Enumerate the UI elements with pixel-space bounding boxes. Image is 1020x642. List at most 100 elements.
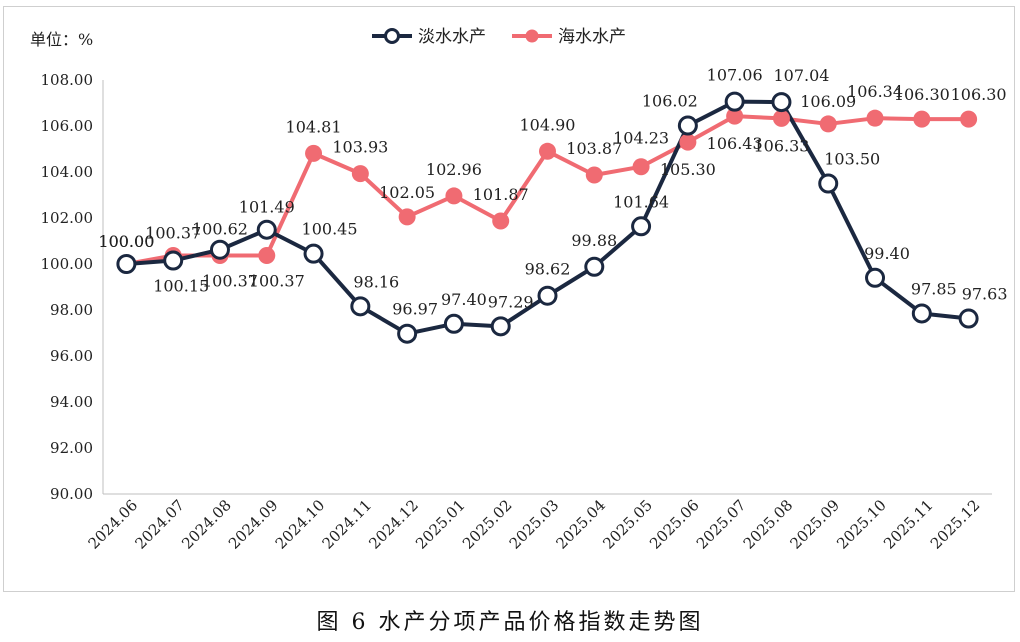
x-tick-label: 2025.02 [459, 496, 516, 553]
data-label-freshwater: 97.40 [441, 290, 487, 309]
data-point-freshwater [724, 91, 745, 112]
legend-marker-freshwater [384, 28, 400, 44]
series-points [116, 91, 979, 344]
data-label-seawater: 103.87 [566, 139, 622, 158]
y-tick-label: 106.00 [41, 117, 94, 135]
data-label-freshwater: 103.50 [824, 150, 880, 169]
data-label-seawater: 106.09 [800, 92, 856, 111]
y-tick-label: 100.00 [41, 255, 94, 273]
data-point-seawater [445, 187, 463, 205]
data-label-seawater: 102.96 [426, 160, 482, 179]
x-tick-label: 2025.09 [786, 496, 843, 553]
data-label-seawater: 100.37 [202, 271, 258, 290]
data-label-seawater: 101.87 [473, 185, 529, 204]
data-label-freshwater: 98.16 [353, 272, 399, 291]
legend-marker-seawater [525, 29, 539, 43]
data-point-freshwater [537, 285, 558, 306]
data-point-seawater [772, 109, 790, 127]
data-label-seawater: 100.00 [98, 232, 154, 251]
series-line-seawater [126, 114, 969, 266]
data-point-freshwater [958, 308, 979, 329]
x-tick-label: 2025.05 [599, 496, 656, 553]
data-label-freshwater: 101.49 [239, 198, 295, 217]
x-tick-label: 2025.06 [646, 496, 703, 553]
data-point-seawater [913, 110, 931, 128]
y-tick-label: 94.00 [50, 393, 93, 411]
data-point-freshwater [209, 239, 230, 260]
x-tick-label: 2024.09 [225, 496, 282, 553]
y-tick-label: 98.00 [50, 301, 93, 319]
y-tick-label: 96.00 [50, 347, 93, 365]
data-point-freshwater [397, 323, 418, 344]
data-point-freshwater [116, 254, 137, 274]
data-label-seawater: 104.81 [286, 117, 342, 136]
data-point-freshwater [303, 243, 324, 264]
x-tick-label: 2024.10 [272, 496, 329, 553]
x-tick-label: 2024.11 [319, 496, 376, 553]
data-point-freshwater [677, 115, 698, 136]
data-point-freshwater [584, 256, 605, 277]
x-tick-label: 2024.12 [365, 496, 422, 553]
data-point-freshwater [256, 219, 277, 240]
y-tick-label: 102.00 [41, 209, 94, 227]
data-point-seawater [398, 208, 416, 226]
x-tick-label: 2024.07 [131, 496, 188, 553]
data-point-seawater [866, 109, 884, 127]
data-label-seawater: 102.05 [379, 183, 435, 202]
x-tick-label: 2025.01 [412, 496, 469, 553]
data-label-seawater: 106.34 [847, 82, 903, 101]
data-point-freshwater [911, 303, 932, 324]
data-label-freshwater: 100.62 [192, 220, 248, 239]
data-label-freshwater: 99.40 [864, 244, 910, 263]
data-point-freshwater [490, 316, 511, 337]
data-point-freshwater [865, 267, 886, 288]
data-label-seawater: 106.33 [753, 136, 809, 155]
data-point-seawater [539, 142, 556, 160]
data-point-freshwater [163, 250, 184, 271]
data-point-freshwater [818, 173, 839, 194]
data-point-seawater [960, 110, 978, 128]
data-label-freshwater: 100.45 [302, 220, 358, 239]
data-label-freshwater: 100.00 [98, 232, 154, 251]
x-tick-label: 2025.04 [553, 496, 610, 553]
line-chart: 单位：% 淡水水产 海水水产 90.00 92.00 94.00 96.00 98.00… [30, 27, 1008, 553]
data-label-seawater: 104.90 [520, 115, 576, 134]
chart-frame [3, 6, 1015, 592]
data-label-freshwater: 97.63 [962, 285, 1008, 304]
data-label-freshwater: 97.29 [488, 292, 534, 311]
x-tick-label: 2024.06 [85, 496, 142, 553]
data-label-seawater: 104.23 [613, 129, 669, 148]
legend-label-freshwater: 淡水水产 [418, 27, 486, 47]
y-tick-label: 104.00 [41, 163, 94, 181]
data-label-seawater: 106.43 [707, 134, 763, 153]
legend-label-seawater: 海水水产 [558, 27, 626, 47]
data-label-freshwater: 100.15 [153, 277, 209, 296]
data-point-seawater [726, 107, 744, 125]
data-point-freshwater [631, 216, 652, 237]
data-label-freshwater: 107.06 [707, 66, 763, 85]
y-tick-label: 108.00 [41, 71, 94, 89]
x-tick-label: 2025.11 [880, 496, 937, 553]
x-tick-label: 2024.08 [178, 496, 235, 553]
data-point-freshwater [350, 296, 371, 317]
legend: 淡水水产 海水水产 [372, 27, 626, 47]
x-tick-label: 2025.10 [833, 496, 890, 553]
x-tick-label: 2025.07 [693, 496, 750, 553]
data-label-freshwater: 97.85 [911, 279, 957, 298]
data-label-freshwater: 101.64 [613, 192, 669, 211]
data-point-seawater [305, 144, 323, 162]
data-label-freshwater: 107.04 [773, 66, 829, 85]
data-point-seawater [351, 165, 369, 183]
x-tick-label: 2025.08 [740, 496, 797, 553]
x-tick-label: 2025.03 [506, 496, 563, 553]
figure-caption: 图 6 水产分项产品价格指数走势图 [316, 610, 704, 635]
data-label-freshwater: 99.88 [571, 231, 617, 250]
x-tick-labels: 2024.062024.072024.082024.092024.102024.… [85, 496, 984, 553]
data-point-seawater [632, 158, 650, 176]
x-tick-label: 2025.12 [927, 496, 984, 553]
data-label-seawater: 106.30 [894, 85, 950, 104]
data-labels: 100.00 100.15 100.62 101.49 100.45 98.16 96.97… [98, 66, 1007, 319]
data-point-seawater [585, 166, 603, 184]
data-label-seawater: 103.93 [332, 138, 388, 157]
data-label-freshwater: 106.02 [642, 92, 698, 111]
